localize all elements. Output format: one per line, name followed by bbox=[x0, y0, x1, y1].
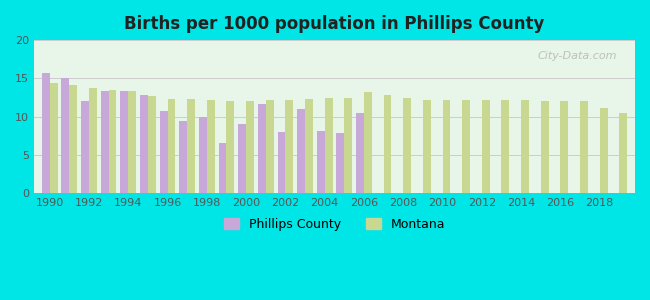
Bar bbox=[443, 100, 450, 193]
Bar bbox=[226, 100, 234, 193]
Bar bbox=[541, 100, 549, 193]
Bar bbox=[89, 88, 97, 193]
Bar bbox=[521, 100, 529, 193]
Bar bbox=[101, 92, 109, 193]
Bar bbox=[297, 109, 305, 193]
Bar bbox=[81, 101, 89, 193]
Text: City-Data.com: City-Data.com bbox=[538, 51, 617, 61]
Bar bbox=[207, 100, 215, 193]
Bar bbox=[462, 100, 470, 193]
Bar bbox=[62, 78, 70, 193]
Bar bbox=[42, 73, 49, 193]
Bar bbox=[128, 92, 136, 193]
Bar bbox=[337, 133, 344, 193]
Bar bbox=[619, 113, 627, 193]
Bar bbox=[501, 100, 510, 193]
Bar bbox=[344, 98, 352, 193]
Legend: Phillips County, Montana: Phillips County, Montana bbox=[218, 213, 450, 236]
Bar bbox=[160, 111, 168, 193]
Bar bbox=[266, 100, 274, 193]
Bar bbox=[199, 117, 207, 193]
Bar bbox=[482, 100, 489, 193]
Bar bbox=[324, 98, 333, 193]
Title: Births per 1000 population in Phillips County: Births per 1000 population in Phillips C… bbox=[124, 15, 545, 33]
Bar bbox=[384, 95, 391, 193]
Bar bbox=[560, 101, 568, 193]
Bar bbox=[168, 99, 176, 193]
Bar bbox=[179, 121, 187, 193]
Bar bbox=[423, 100, 431, 193]
Bar bbox=[148, 96, 156, 193]
Bar bbox=[246, 100, 254, 193]
Bar bbox=[239, 124, 246, 193]
Bar bbox=[187, 99, 195, 193]
Bar bbox=[305, 99, 313, 193]
Bar bbox=[600, 107, 608, 193]
Bar bbox=[49, 83, 58, 193]
Bar bbox=[70, 85, 77, 193]
Bar bbox=[403, 98, 411, 193]
Bar bbox=[278, 132, 285, 193]
Bar bbox=[140, 94, 148, 193]
Bar bbox=[120, 92, 128, 193]
Bar bbox=[285, 100, 293, 193]
Bar bbox=[580, 101, 588, 193]
Bar bbox=[218, 143, 226, 193]
Bar bbox=[109, 90, 116, 193]
Bar bbox=[364, 92, 372, 193]
Bar bbox=[258, 104, 266, 193]
Bar bbox=[317, 130, 324, 193]
Bar bbox=[356, 113, 364, 193]
